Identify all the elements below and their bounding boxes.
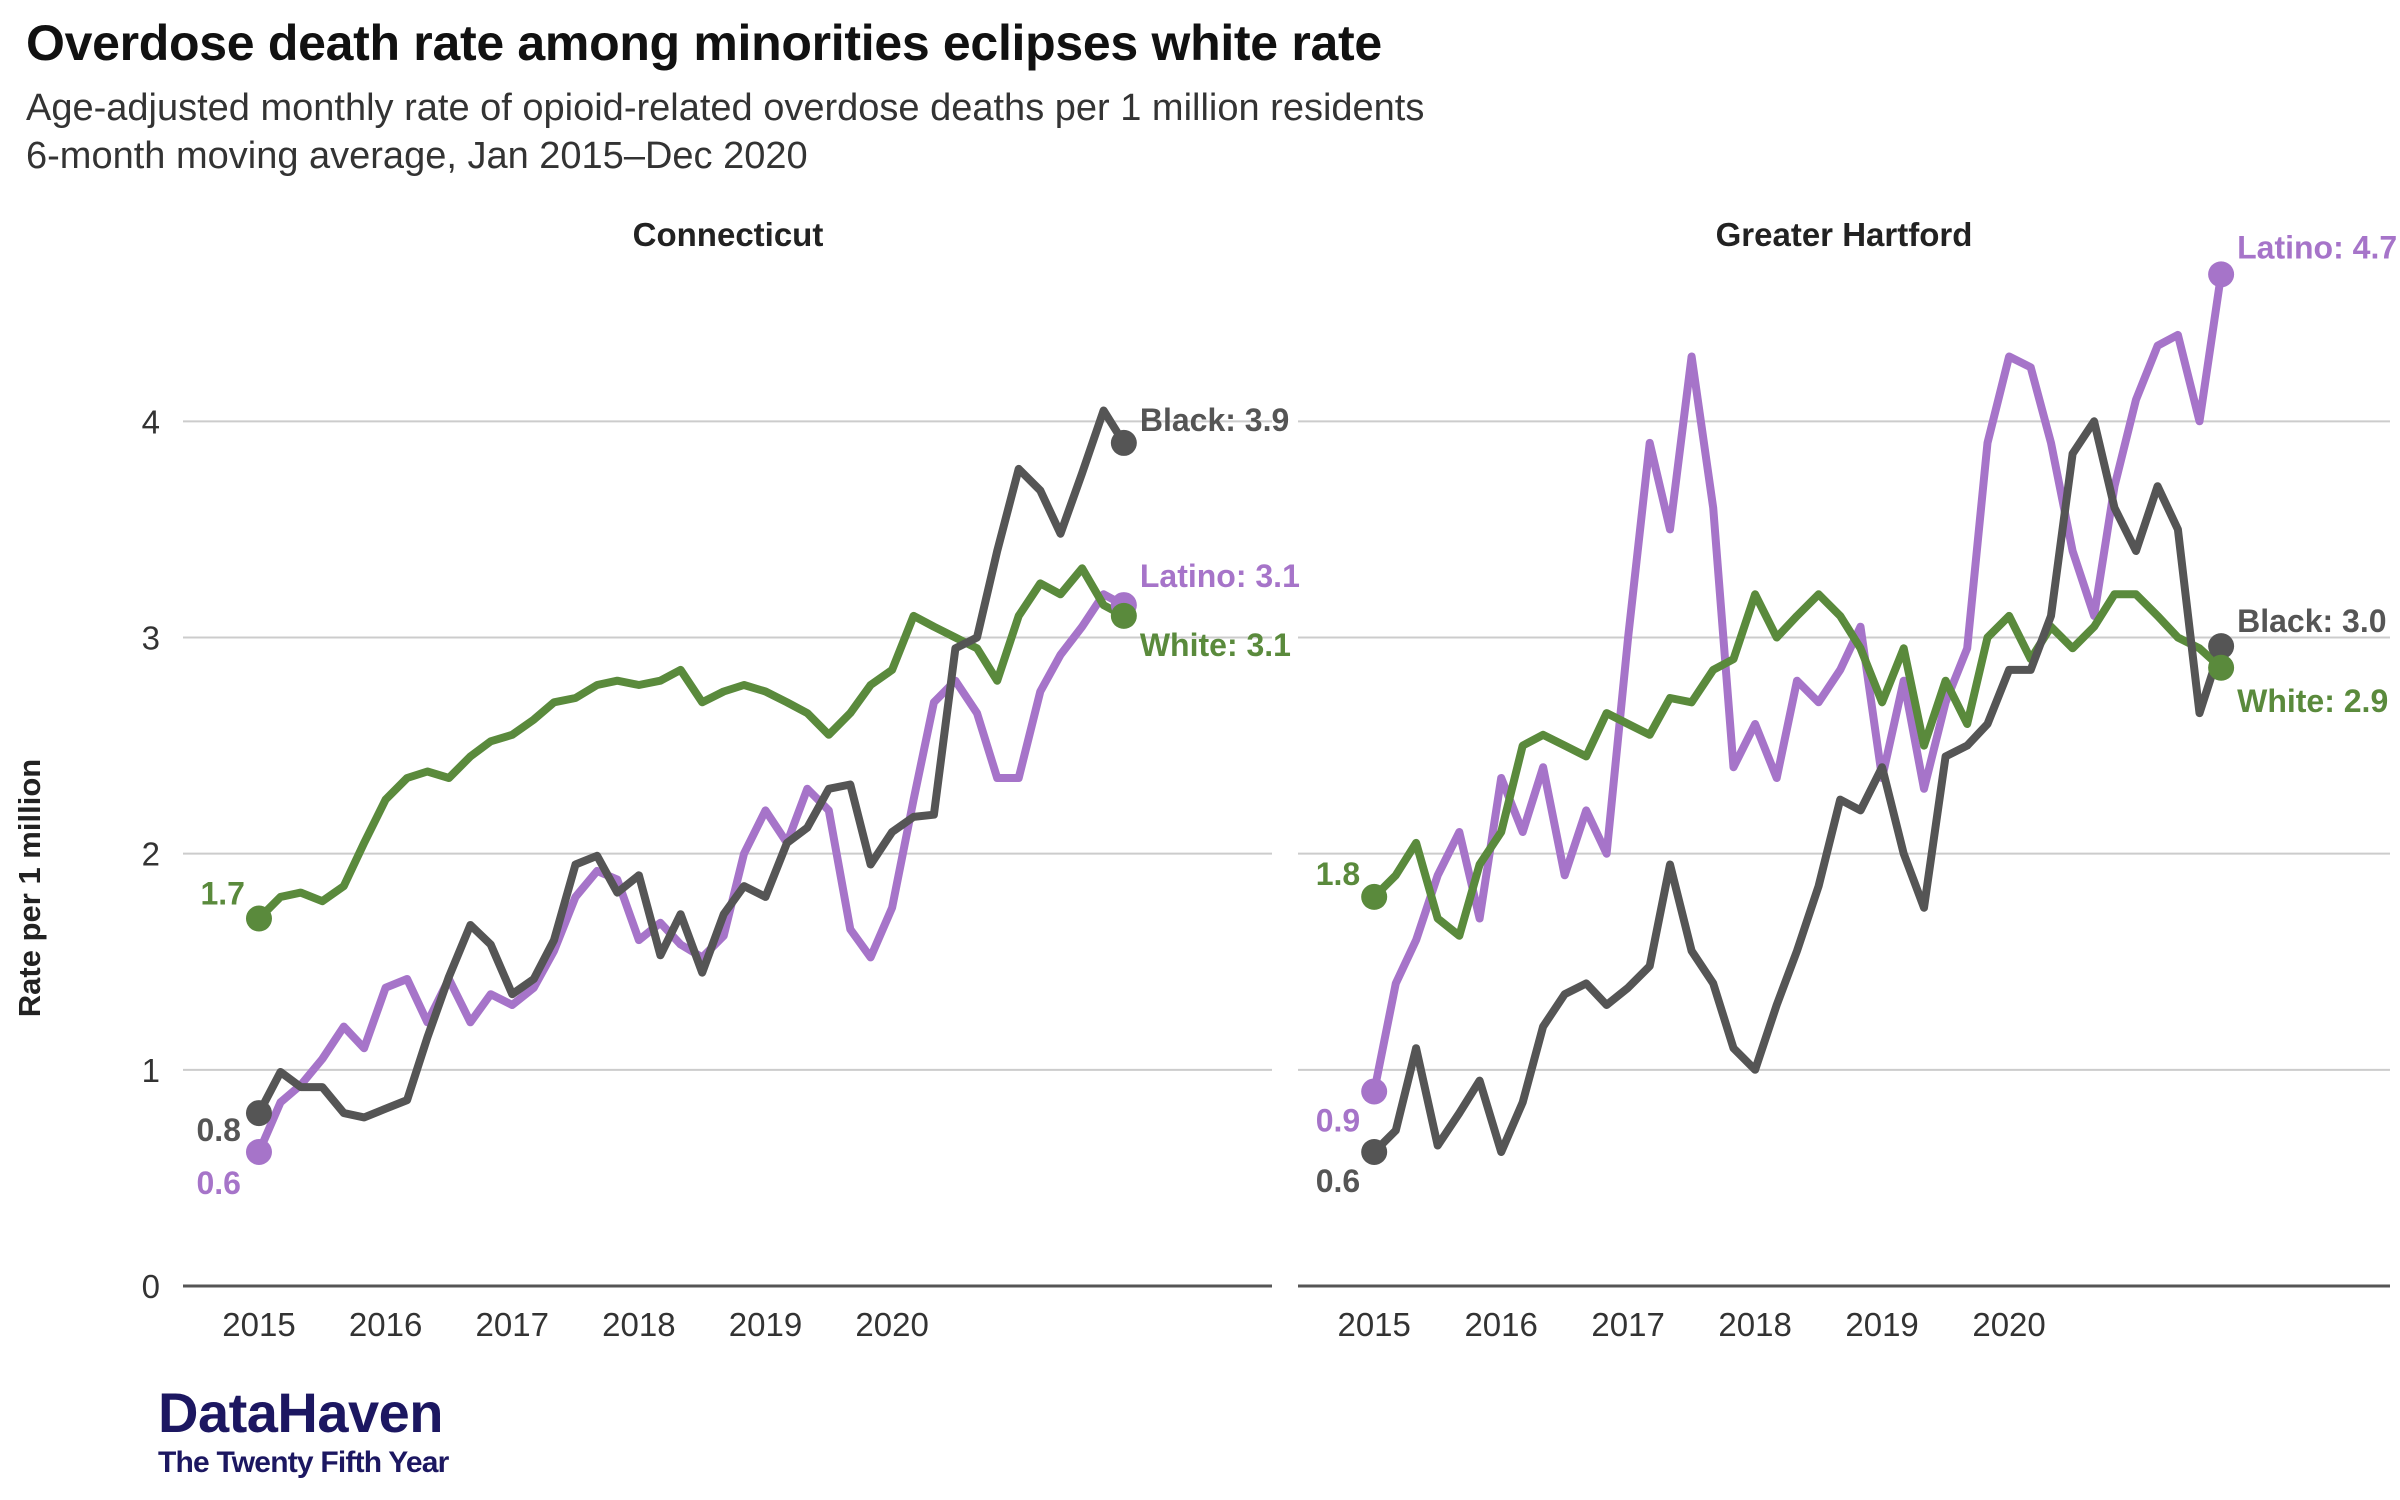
x-tick-label: 2017 bbox=[476, 1306, 549, 1343]
x-tick-label: 2018 bbox=[1718, 1306, 1791, 1343]
x-tick-label: 2015 bbox=[222, 1306, 295, 1343]
data-label-start-black: 0.8 bbox=[196, 1112, 240, 1148]
series-line-black bbox=[1370, 417, 2226, 1156]
panel-title: Connecticut bbox=[633, 216, 824, 253]
series-point-end-white bbox=[1110, 602, 1137, 629]
series-point-start-white bbox=[245, 905, 272, 932]
series-point-end-latino bbox=[2208, 261, 2235, 288]
x-tick-label: 2015 bbox=[1337, 1306, 1410, 1343]
data-label-end-white: White: 3.1 bbox=[1140, 627, 1291, 663]
y-tick-label: 0 bbox=[142, 1268, 160, 1305]
y-tick-label: 4 bbox=[142, 403, 160, 440]
x-tick-label: 2016 bbox=[349, 1306, 422, 1343]
y-axis-title: Rate per 1 million bbox=[12, 759, 47, 1017]
brand-name: DataHaven bbox=[158, 1381, 443, 1444]
series-point-start-black bbox=[1361, 1138, 1388, 1165]
data-label-end-latino: Latino: 4.7 bbox=[2237, 229, 2397, 265]
data-label-end-black: Black: 3.0 bbox=[2237, 603, 2386, 639]
y-tick-label: 1 bbox=[142, 1052, 160, 1089]
series-line-black bbox=[255, 406, 1128, 1122]
series-line-latino bbox=[1370, 270, 2226, 1096]
series-point-end-black bbox=[1110, 429, 1137, 456]
y-tick-label: 2 bbox=[142, 836, 160, 873]
series-line-white bbox=[255, 564, 1128, 923]
x-tick-label: 2018 bbox=[602, 1306, 675, 1343]
series-point-start-latino bbox=[245, 1138, 272, 1165]
x-tick-label: 2017 bbox=[1591, 1306, 1664, 1343]
data-label-end-white: White: 2.9 bbox=[2237, 683, 2388, 719]
data-label-start-white: 1.7 bbox=[200, 876, 244, 912]
data-label-end-latino: Latino: 3.1 bbox=[1140, 558, 1300, 594]
data-label-start-black: 0.6 bbox=[1316, 1163, 1360, 1199]
brand-tagline: The Twenty Fifth Year bbox=[158, 1446, 449, 1479]
panel-title: Greater Hartford bbox=[1716, 216, 1973, 253]
data-label-start-latino: 0.9 bbox=[1316, 1102, 1360, 1138]
series-line-white bbox=[1370, 590, 2226, 940]
subtitle-line-1: Age-adjusted monthly rate of opioid-rela… bbox=[26, 87, 1425, 129]
x-tick-label: 2020 bbox=[1972, 1306, 2045, 1343]
data-label-end-black: Black: 3.9 bbox=[1140, 402, 1289, 438]
data-label-start-white: 1.8 bbox=[1316, 856, 1360, 892]
chart-title: Overdose death rate among minorities ecl… bbox=[26, 15, 1382, 71]
y-tick-label: 3 bbox=[142, 619, 160, 656]
series-point-end-white bbox=[2208, 654, 2235, 681]
data-label-start-latino: 0.6 bbox=[196, 1165, 240, 1201]
x-tick-label: 2020 bbox=[855, 1306, 928, 1343]
series-point-end-black bbox=[2208, 633, 2235, 660]
brand-logo: DataHaven The Twenty Fifth Year bbox=[158, 1381, 449, 1482]
subtitle-line-2: 6-month moving average, Jan 2015–Dec 202… bbox=[26, 135, 808, 177]
chart-subtitle: Age-adjusted monthly rate of opioid-rela… bbox=[26, 84, 1424, 180]
x-tick-label: 2016 bbox=[1464, 1306, 1537, 1343]
series-point-start-latino bbox=[1361, 1078, 1388, 1105]
x-tick-label: 2019 bbox=[1845, 1306, 1918, 1343]
series-point-start-black bbox=[245, 1100, 272, 1127]
series-point-start-white bbox=[1361, 883, 1388, 910]
x-tick-label: 2019 bbox=[729, 1306, 802, 1343]
